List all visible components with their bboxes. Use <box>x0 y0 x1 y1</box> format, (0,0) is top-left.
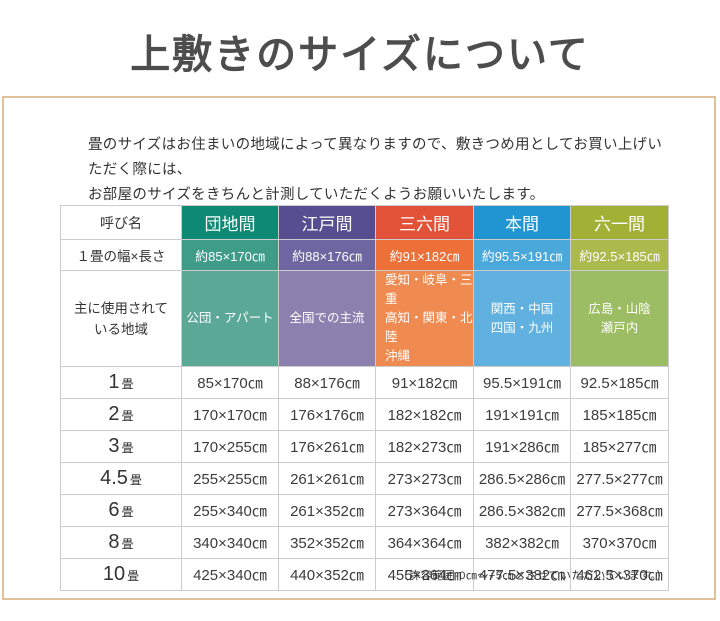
column-header-danchima: 団地間 <box>181 205 279 240</box>
size-cell: 85×170㎝ <box>181 366 279 399</box>
column-header-edoma: 江戸間 <box>278 205 376 240</box>
corner-header-cell: 呼び名 <box>60 205 182 240</box>
size-cell: 185×185㎝ <box>570 398 669 431</box>
size-cell: 182×273㎝ <box>375 430 474 463</box>
size-cell: 425×340㎝ <box>181 558 279 591</box>
region-cell: 関西・中国 四国・九州 <box>473 270 571 367</box>
column-header-honma: 本間 <box>473 205 571 240</box>
size-cell: 382×382㎝ <box>473 526 571 559</box>
size-cell: 91×182㎝ <box>375 366 474 399</box>
size-cell: 477.5×382㎝ <box>473 558 571 591</box>
size-cell: 440×352㎝ <box>278 558 376 591</box>
width-cell: 約92.5×185㎝ <box>570 239 669 271</box>
size-cell: 261×261㎝ <box>278 462 376 495</box>
size-cell: 191×191㎝ <box>473 398 571 431</box>
column-header-saburokuma: 三六間 <box>375 205 474 240</box>
mat-unit: 畳 <box>121 377 134 391</box>
mat-count: 4.5 <box>100 467 128 489</box>
size-cell: 170×170㎝ <box>181 398 279 431</box>
mat-unit: 畳 <box>121 441 134 455</box>
size-cell: 352×352㎝ <box>278 526 376 559</box>
region-cell: 愛知・岐阜・三重 高知・関東・北陸 沖縄 <box>375 270 474 367</box>
size-cell: 255×255㎝ <box>181 462 279 495</box>
tatami-size-table: 呼び名 団地間 江戸間 三六間 本間 六一間 １畳の幅×長さ 約85×170㎝ … <box>60 205 669 591</box>
size-cell: 340×340㎝ <box>181 526 279 559</box>
size-cell: 170×255㎝ <box>181 430 279 463</box>
mat-count: 3 <box>108 435 120 457</box>
region-cell: 広島・山陰 瀬戸内 <box>570 270 669 367</box>
mat-count: 10 <box>102 563 126 585</box>
size-cell: 255×340㎝ <box>181 494 279 527</box>
table-row-10jo: 10 畳 425×340㎝ 440×352㎝ 455×364㎝ 477.5×382… <box>60 558 669 591</box>
tatami-width-row: １畳の幅×長さ 約85×170㎝ 約88×176㎝ 約91×182㎝ 約95.5… <box>60 239 669 271</box>
mat-count: 8 <box>108 531 120 553</box>
width-cell: 約85×170㎝ <box>181 239 279 271</box>
mat-count: 1 <box>108 371 120 393</box>
size-cell: 462.5×370㎝ <box>570 558 669 591</box>
size-cell: 176×261㎝ <box>278 430 376 463</box>
width-cell: 約95.5×191㎝ <box>473 239 571 271</box>
size-cell: 261×352㎝ <box>278 494 376 527</box>
size-cell: 95.5×191㎝ <box>473 366 571 399</box>
mat-unit: 畳 <box>127 569 140 583</box>
mat-unit: 畳 <box>121 505 134 519</box>
page-title: 上敷きのサイズについて <box>130 32 590 77</box>
mat-count: 6 <box>108 499 120 521</box>
size-cell: 370×370㎝ <box>570 526 669 559</box>
size-cell: 286.5×382㎝ <box>473 494 571 527</box>
size-cell: 273×273㎝ <box>375 462 474 495</box>
size-cell: 455×364㎝ <box>375 558 474 591</box>
width-cell: 約91×182㎝ <box>375 239 474 271</box>
region-cell: 全国での主流 <box>278 270 376 367</box>
size-cell: 277.5×277㎝ <box>570 462 669 495</box>
mat-unit: 畳 <box>121 537 134 551</box>
width-cell: 約88×176㎝ <box>278 239 376 271</box>
size-cell: 88×176㎝ <box>278 366 376 399</box>
tolerance-footnote: （許容範囲-0㎝～+5㎝とさせていただいています。） <box>397 570 668 582</box>
intro-description: 畳のサイズはお住まいの地域によって異なりますので、敷きつめ用としてお買い上げいた… <box>88 137 663 203</box>
column-header-row: 呼び名 団地間 江戸間 三六間 本間 六一間 <box>60 205 669 240</box>
size-cell: 182×182㎝ <box>375 398 474 431</box>
size-cell: 277.5×368㎝ <box>570 494 669 527</box>
region-cell: 公団・アパート <box>181 270 279 367</box>
table-row-4-5jo: 4.5 畳 255×255㎝ 261×261㎝ 273×273㎝ 286.5×28… <box>60 462 669 495</box>
mat-unit: 畳 <box>129 473 142 487</box>
size-cell: 286.5×286㎝ <box>473 462 571 495</box>
size-cell: 185×277㎝ <box>570 430 669 463</box>
row-label: 4.5 畳 <box>60 462 182 495</box>
row-label: 10 畳 <box>60 558 182 591</box>
region-row-label: 主に使用されて いる地域 <box>60 270 182 367</box>
size-cell: 92.5×185㎝ <box>570 366 669 399</box>
size-cell: 364×364㎝ <box>375 526 474 559</box>
column-header-rokuichima: 六一間 <box>570 205 669 240</box>
mat-count: 2 <box>108 403 120 425</box>
size-cell: 176×176㎝ <box>278 398 376 431</box>
mat-unit: 畳 <box>121 409 134 423</box>
size-cell: 273×364㎝ <box>375 494 474 527</box>
size-cell: 191×286㎝ <box>473 430 571 463</box>
region-row: 主に使用されて いる地域 公団・アパート 全国での主流 愛知・岐阜・三重 高知・… <box>60 270 669 367</box>
width-row-label: １畳の幅×長さ <box>60 239 182 271</box>
